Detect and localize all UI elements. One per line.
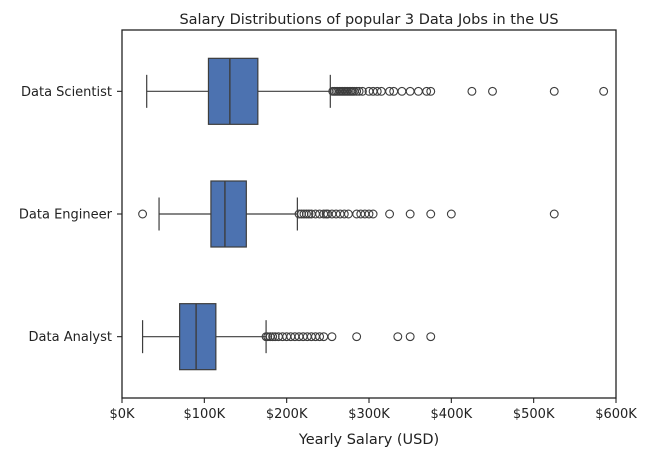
chart-title: Salary Distributions of popular 3 Data J… <box>179 12 558 28</box>
outlier-point <box>413 86 423 96</box>
x-tick-label: $0K <box>109 407 135 422</box>
x-tick-label: $100K <box>184 407 226 422</box>
outlier-point <box>352 332 362 342</box>
iqr-box <box>210 180 247 248</box>
outlier-point <box>364 209 374 219</box>
outlier-point <box>467 86 477 96</box>
box-group <box>146 57 609 125</box>
iqr-box <box>179 303 217 371</box>
box-group <box>141 303 436 371</box>
x-tick-label: $500K <box>513 407 555 422</box>
outlier-point <box>138 209 148 219</box>
outlier-point <box>599 86 609 96</box>
outlier-point <box>488 86 497 96</box>
y-tick-label: Data Engineer <box>19 208 113 223</box>
outlier-point <box>549 209 559 219</box>
outlier-point <box>397 86 407 96</box>
y-tick-label: Data Analyst <box>29 330 112 345</box>
outlier-point <box>405 332 415 342</box>
outlier-point <box>422 86 432 96</box>
outlier-point <box>405 86 415 96</box>
outlier-point <box>368 209 378 219</box>
outlier-point <box>426 86 436 96</box>
x-tick-label: $400K <box>431 407 473 422</box>
outlier-point <box>549 86 559 96</box>
outlier-point <box>372 86 382 96</box>
outlier-point <box>327 332 337 342</box>
outlier-point <box>393 332 403 342</box>
outlier-point <box>385 86 395 96</box>
outlier-point <box>315 332 325 342</box>
box-group <box>138 180 559 248</box>
x-axis-label: Yearly Salary (USD) <box>298 432 439 448</box>
outlier-point <box>385 209 395 219</box>
x-tick-label: $600K <box>595 407 637 422</box>
outlier-point <box>426 332 436 342</box>
outlier-point <box>304 209 314 219</box>
outlier-point <box>301 209 311 219</box>
outlier-point <box>357 86 367 96</box>
outlier-point <box>352 86 362 96</box>
plot-frame <box>121 29 617 399</box>
outlier-point <box>339 209 349 219</box>
boxes-layer <box>138 57 609 371</box>
iqr-box <box>207 57 259 125</box>
y-tick-label: Data Scientist <box>21 85 112 100</box>
outlier-point <box>354 86 364 96</box>
outlier-point <box>426 209 436 219</box>
x-tick-label: $300K <box>348 407 390 422</box>
outlier-point <box>446 209 456 219</box>
axis-layer: $0K $100K $200K $300K $400K $500K $600K Data Sc… <box>19 85 637 422</box>
outlier-point <box>268 332 278 342</box>
outlier-point <box>405 209 415 219</box>
x-tick-label: $200K <box>266 407 308 422</box>
